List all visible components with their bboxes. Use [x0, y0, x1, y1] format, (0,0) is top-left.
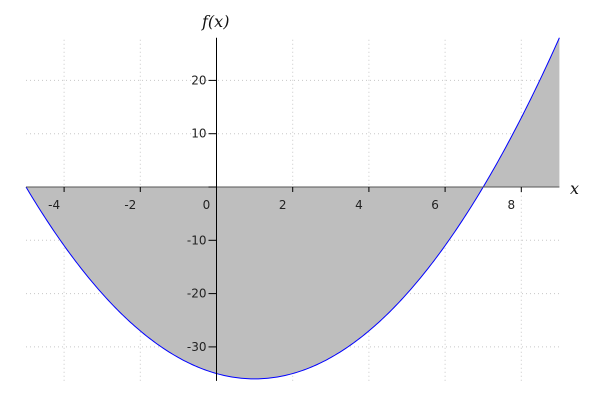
- y-tick-label: 20: [191, 73, 206, 87]
- x-axis-label: x: [570, 179, 579, 198]
- x-tick-label: 2: [279, 198, 287, 212]
- x-tick-label: 4: [355, 198, 363, 212]
- y-tick-label: -20: [187, 287, 207, 301]
- x-tick-label: 6: [431, 198, 439, 212]
- area-fill: [26, 37, 560, 379]
- x-tick-label: -2: [124, 198, 136, 212]
- x-tick-label: -4: [48, 198, 60, 212]
- x-tick-label: 0: [203, 198, 211, 212]
- x-tick-label: 8: [507, 198, 515, 212]
- y-tick-label: 10: [191, 127, 206, 141]
- y-tick-label: -30: [187, 340, 207, 354]
- function-curve: [25, 37, 560, 380]
- y-axis-label: f(x): [201, 12, 229, 31]
- y-tick-label: -10: [187, 233, 207, 247]
